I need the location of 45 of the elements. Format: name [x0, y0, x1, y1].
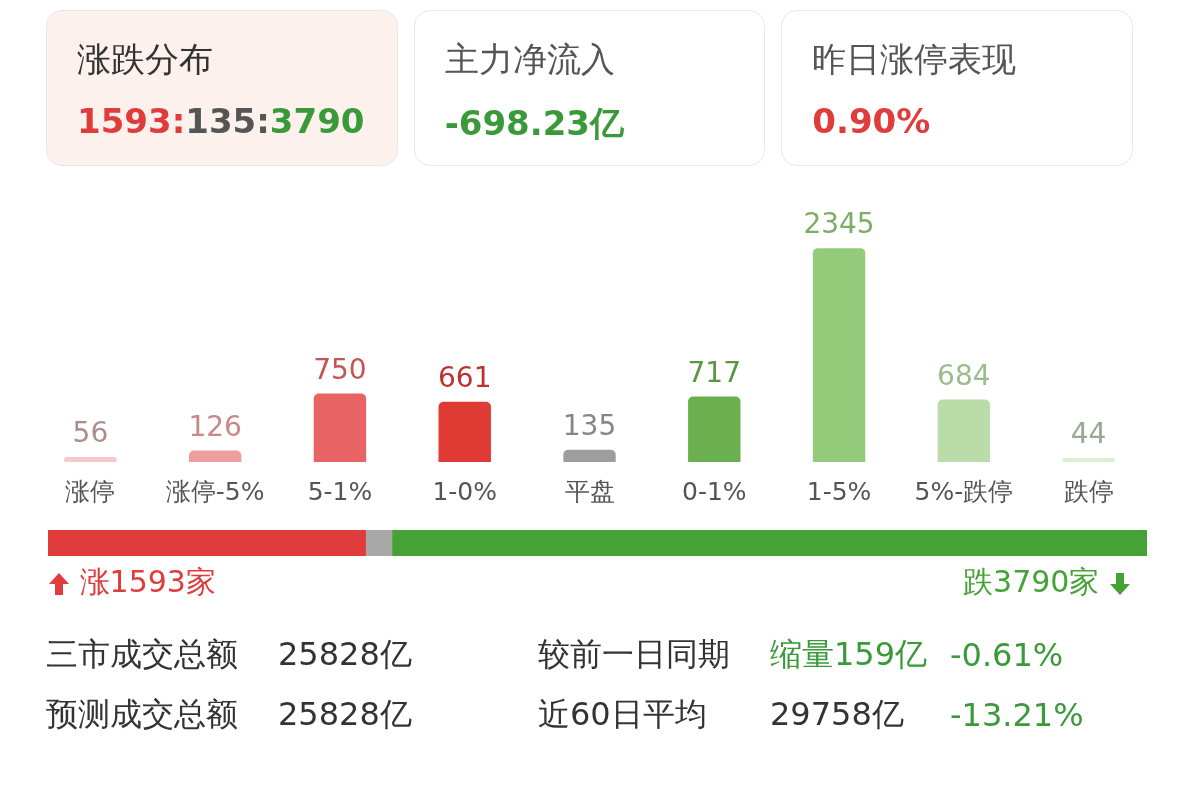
bar	[812, 248, 866, 462]
x-tick-label: 5%-跌停	[914, 476, 1014, 506]
bar	[188, 450, 242, 462]
text: 跌3790家	[963, 563, 1101, 601]
text: 涨跌分布	[77, 38, 214, 81]
text: -0.61%	[950, 636, 1065, 674]
x-tick-label: 跌停	[1063, 476, 1114, 506]
x-tick-label: 平盘	[564, 476, 615, 506]
bar	[937, 399, 991, 462]
bar	[64, 456, 117, 462]
bar	[1062, 457, 1115, 462]
data-label: 750	[313, 352, 367, 386]
bar	[438, 401, 491, 462]
text: 三市成交总额	[46, 634, 239, 675]
text: 昨日涨停表现	[812, 38, 1018, 81]
text: -698.23亿	[444, 103, 624, 143]
text: 25828亿	[278, 634, 413, 675]
text: 近60日平均	[538, 694, 708, 735]
bar	[688, 396, 741, 462]
data-label: 135	[562, 408, 617, 442]
text: 主力净流入	[444, 38, 616, 81]
x-tick-label: 0-1%	[681, 476, 747, 506]
text: 29758亿	[770, 694, 905, 735]
text: 较前一日同期	[538, 634, 731, 675]
data-label: 661	[438, 361, 492, 394]
data-label: 126	[188, 409, 242, 443]
x-tick-label: 1-5%	[806, 476, 872, 506]
text: 涨1593家	[78, 563, 216, 601]
text: 缩量159亿	[770, 634, 929, 675]
text: -13.21%	[950, 696, 1085, 734]
data-label: 717	[687, 355, 741, 389]
bar	[563, 449, 616, 462]
data-label: 56	[72, 416, 109, 450]
data-label: 44	[1070, 417, 1107, 451]
data-label: 684	[937, 358, 991, 392]
text: 1593:135:3790	[77, 101, 365, 141]
x-tick-label: 5-1%	[307, 476, 373, 506]
x-tick-label: 1-0%	[432, 476, 498, 506]
bar	[313, 393, 367, 462]
data-label: 2345	[803, 207, 875, 241]
x-tick-label: 涨停-5%	[165, 476, 265, 506]
x-tick-label: 涨停	[65, 476, 116, 506]
text: 25828亿	[278, 694, 413, 735]
text: 0.90%	[812, 101, 931, 141]
text: 预测成交总额	[46, 694, 239, 735]
